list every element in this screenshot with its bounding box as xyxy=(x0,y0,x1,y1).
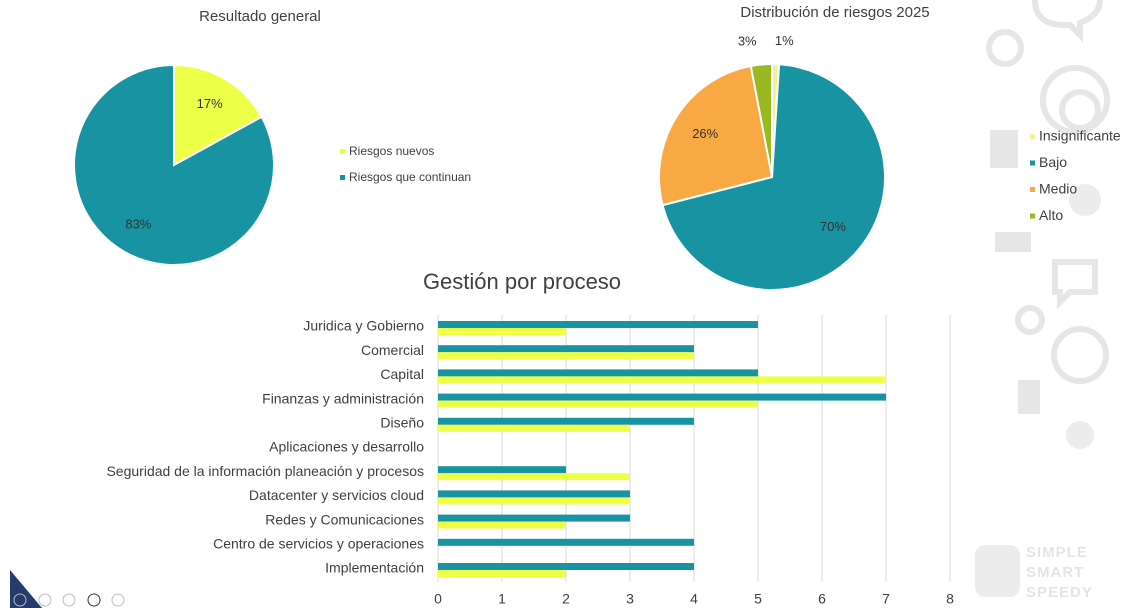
logo-text: SIMPLE xyxy=(1026,544,1088,561)
x-tick-label: 7 xyxy=(882,591,890,607)
y-tick-label: Juridica y Gobierno xyxy=(303,318,424,334)
bar xyxy=(438,490,630,498)
corner-shape xyxy=(10,570,42,608)
tool-button[interactable] xyxy=(62,593,76,607)
tool-button[interactable] xyxy=(111,593,125,607)
pie-slice xyxy=(173,63,263,167)
logo-text: SMART xyxy=(1026,564,1084,581)
x-tick-label: 5 xyxy=(754,591,762,607)
tool-button[interactable] xyxy=(13,593,27,607)
y-tick-label: Comercial xyxy=(361,342,424,358)
bar xyxy=(438,321,758,328)
legend-swatch xyxy=(1030,187,1035,192)
y-tick-label: Redes y Comunicaciones xyxy=(265,511,424,527)
bar xyxy=(438,400,758,408)
decor-icons xyxy=(975,0,1110,597)
y-tick-label: Seguridad de la información planeación y… xyxy=(106,463,424,479)
tool-button[interactable] xyxy=(87,593,101,607)
legend-label: Alto xyxy=(1039,207,1063,223)
pie-slice xyxy=(73,63,275,266)
legend-swatch xyxy=(1030,160,1035,166)
y-tick-label: Centro de servicios y operaciones xyxy=(213,536,424,552)
bar xyxy=(438,393,886,401)
bar xyxy=(438,473,630,481)
data-label: 1% xyxy=(775,33,794,48)
bar xyxy=(438,328,566,335)
data-label: 83% xyxy=(125,217,151,232)
y-tick-label: Datacenter y servicios cloud xyxy=(249,487,424,503)
bar xyxy=(438,424,630,432)
x-tick-label: 8 xyxy=(946,591,954,607)
x-tick-label: 2 xyxy=(562,591,570,607)
legend-label: Medio xyxy=(1039,181,1077,197)
legend-swatch xyxy=(1030,213,1035,219)
legend-swatch xyxy=(340,149,345,154)
tool-button[interactable] xyxy=(38,593,52,607)
legend-label: Riesgos nuevos xyxy=(349,144,434,158)
bar xyxy=(438,538,694,546)
legend-label: Insignificante xyxy=(1039,128,1121,144)
pie-slice xyxy=(661,63,886,291)
x-tick-label: 3 xyxy=(626,591,634,607)
data-label: 17% xyxy=(197,96,223,111)
y-tick-label: Capital xyxy=(380,366,424,382)
data-label: 26% xyxy=(692,126,718,141)
bar xyxy=(438,376,886,384)
bar xyxy=(438,352,694,360)
legend-label: Bajo xyxy=(1039,154,1067,170)
toolbar xyxy=(13,593,125,607)
y-tick-label: Aplicaciones y desarrollo xyxy=(269,439,424,455)
bar xyxy=(438,369,758,377)
x-tick-label: 6 xyxy=(818,591,826,607)
legend-swatch xyxy=(340,175,345,180)
legend-swatch xyxy=(1030,134,1035,139)
bar xyxy=(438,521,566,529)
legend-label: Riesgos que continuan xyxy=(349,170,471,184)
bar xyxy=(438,563,694,570)
data-label: 70% xyxy=(820,219,846,234)
bar xyxy=(438,514,630,522)
x-tick-label: 1 xyxy=(498,591,506,607)
y-tick-label: Finanzas y administración xyxy=(262,390,424,406)
x-tick-label: 0 xyxy=(434,591,442,607)
chart-title: Resultado general xyxy=(199,8,321,25)
bar xyxy=(438,570,566,577)
data-label: 3% xyxy=(738,33,757,48)
y-tick-label: Implementación xyxy=(325,560,424,576)
chart-title: Distribución de riesgos 2025 xyxy=(740,4,929,21)
chart-title: Gestión por proceso xyxy=(423,269,621,294)
bar xyxy=(438,497,630,505)
pie-slice xyxy=(749,62,773,178)
bar xyxy=(438,417,694,425)
x-tick-label: 4 xyxy=(690,591,698,607)
logo-text: SPEEDY xyxy=(1026,584,1093,601)
bar xyxy=(438,466,566,474)
y-tick-label: Diseño xyxy=(380,415,424,431)
pie-slice xyxy=(658,64,774,207)
bar xyxy=(438,345,694,353)
